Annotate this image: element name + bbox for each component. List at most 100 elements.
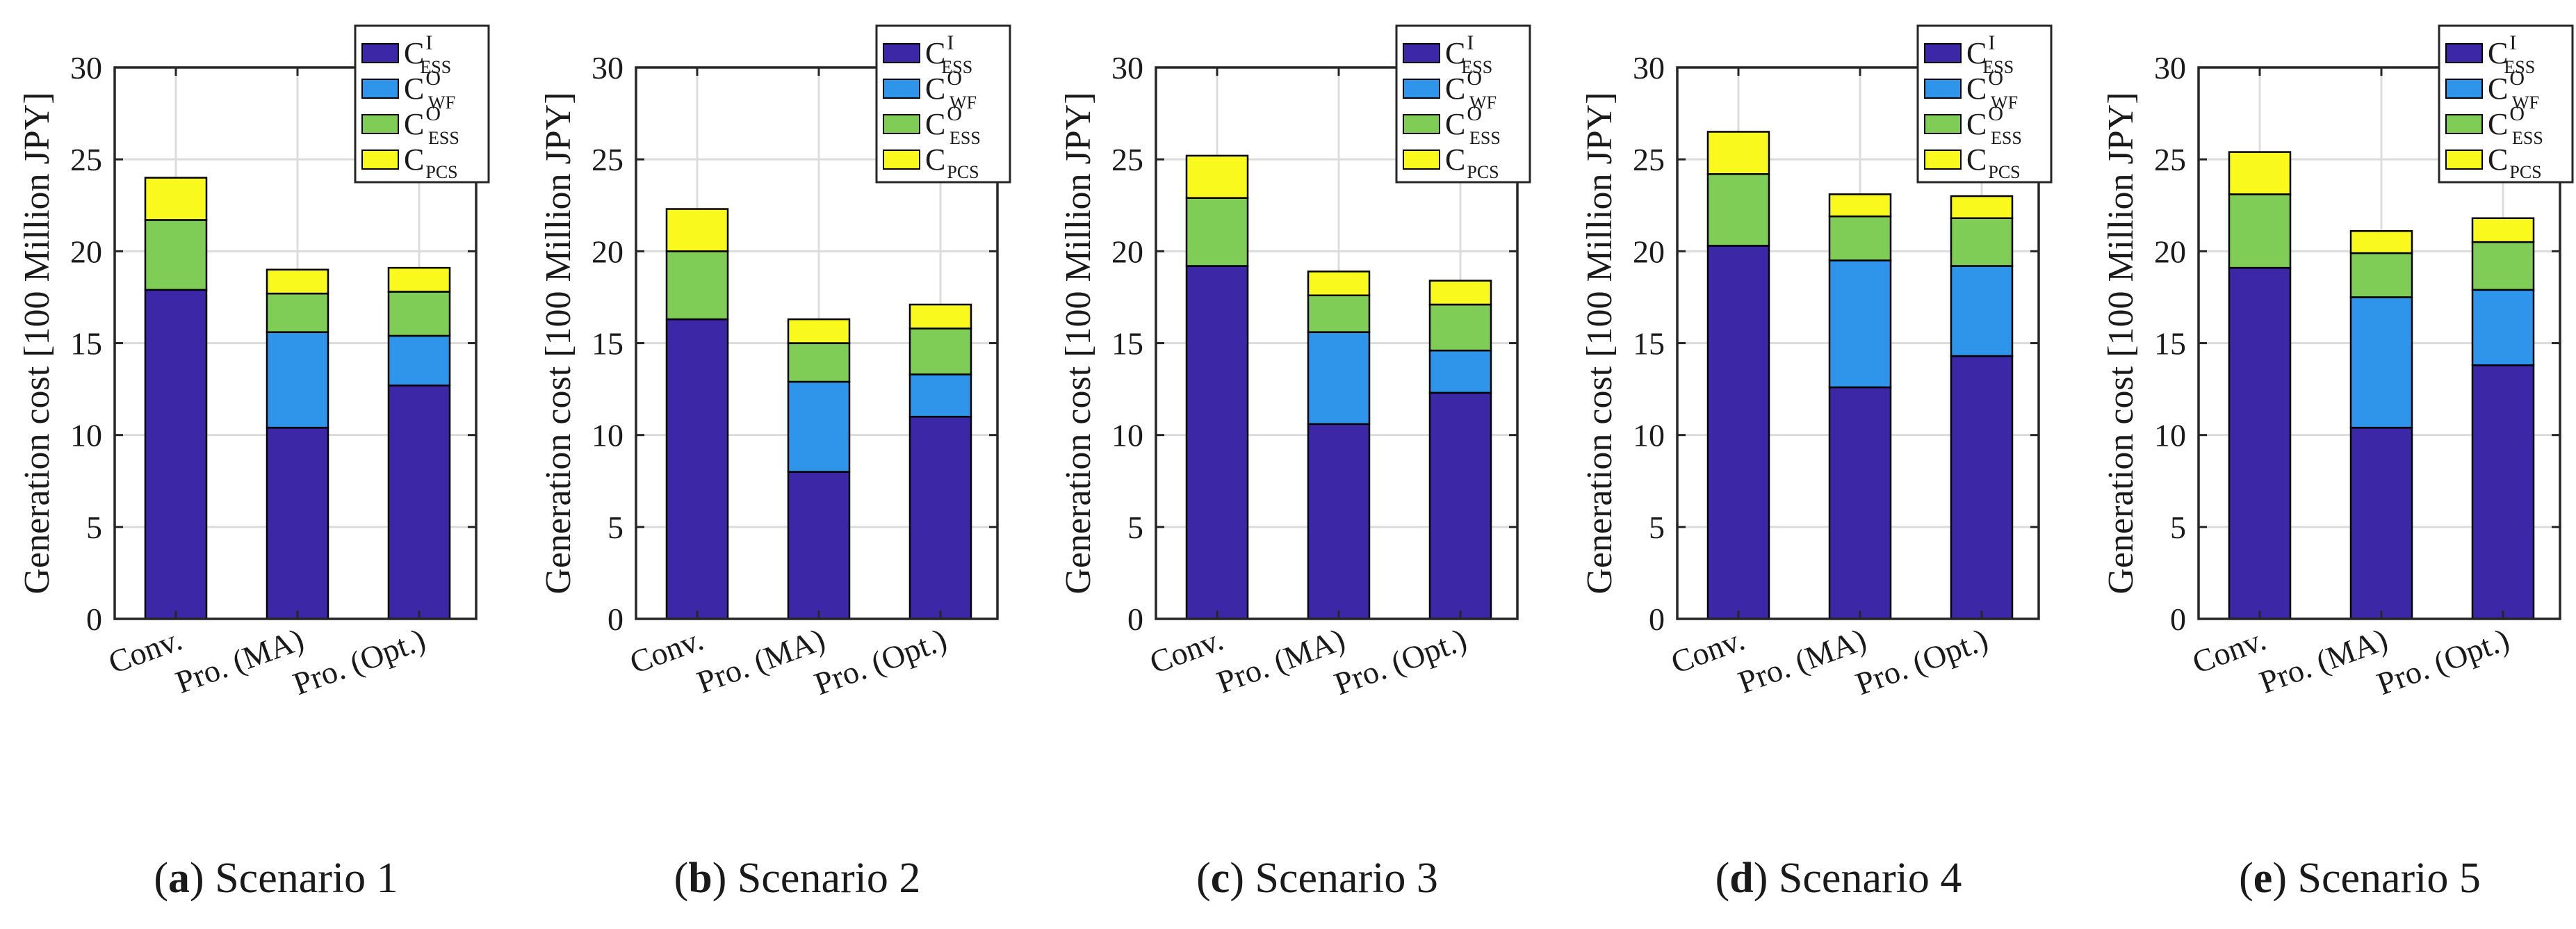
- bar-segment-ess-investment: [2228, 266, 2292, 620]
- legend-swatch: [1924, 79, 1962, 99]
- legend-label: CI ESS: [2488, 31, 2535, 77]
- legend-label: CPCS: [1445, 143, 1499, 182]
- y-tick-label: 25: [1111, 142, 1143, 177]
- bar-segment-wf-operation: [1828, 259, 1892, 389]
- y-tick-label: 10: [1111, 418, 1143, 453]
- legend-swatch: [1924, 43, 1962, 63]
- x-tick-label: Pro. (Opt.): [1330, 621, 1472, 702]
- panel-caption: (a) Scenario 1: [154, 855, 398, 902]
- bar-segment-pcs: [1185, 154, 1249, 199]
- bar-segment-ess-operation: [908, 328, 972, 375]
- y-tick-label: 15: [2154, 326, 2186, 362]
- bar-segment-ess-investment: [1828, 386, 1892, 620]
- legend-label: CPCS: [1966, 143, 2021, 182]
- y-tick-label: 5: [1127, 510, 1143, 545]
- legend-label: CI ESS: [1445, 31, 1492, 77]
- legend-swatch: [361, 114, 399, 134]
- bar-segment-ess-operation: [1950, 217, 2014, 267]
- legend-label: CPCS: [2488, 143, 2542, 182]
- bar-segment-pcs: [1706, 131, 1770, 175]
- bar-segment-ess-operation: [266, 292, 329, 333]
- y-tick-label: 30: [70, 50, 102, 86]
- panel-caption: (d) Scenario 4: [1715, 855, 1962, 902]
- legend-swatch: [361, 43, 399, 63]
- legend-swatch: [1924, 150, 1962, 170]
- bar-segment-wf-operation: [2471, 289, 2535, 366]
- bar-segment-ess-investment: [1950, 355, 2014, 620]
- legend-label: CI ESS: [404, 31, 451, 77]
- x-tick-label: Pro. (Opt.): [810, 621, 952, 702]
- y-tick-label: 20: [592, 234, 623, 269]
- bar-segment-ess-investment: [908, 415, 972, 620]
- y-tick-label: 5: [608, 510, 623, 545]
- bar-segment-ess-operation: [1307, 294, 1371, 333]
- y-tick-label: 20: [1111, 234, 1143, 269]
- y-tick-label: 25: [2154, 142, 2186, 177]
- y-tick-label: 15: [70, 326, 102, 362]
- legend-swatch: [1403, 114, 1440, 134]
- y-tick-label: 15: [1633, 326, 1665, 362]
- legend-label: CO ESS: [2488, 102, 2543, 148]
- bar-segment-pcs: [387, 266, 451, 293]
- legend-label: CI ESS: [925, 31, 972, 77]
- y-axis-label: Generation cost [100 Million JPY]: [1059, 92, 1098, 594]
- x-tick-label: Pro. (MA): [2255, 621, 2392, 700]
- legend-label: CO ESS: [925, 102, 981, 148]
- legend-swatch: [2445, 79, 2483, 99]
- bar-segment-ess-operation: [2349, 252, 2413, 298]
- y-tick-label: 30: [2154, 50, 2186, 86]
- bar-segment-pcs: [1950, 195, 2014, 220]
- x-tick-label: Pro. (MA): [692, 621, 830, 700]
- legend-label: CI ESS: [1966, 31, 2014, 77]
- legend-swatch: [1403, 43, 1440, 63]
- legend-label: CPCS: [925, 143, 979, 182]
- x-tick-label: Pro. (Opt.): [288, 621, 430, 702]
- y-axis-label: Generation cost [100 Million JPY]: [539, 92, 578, 594]
- y-tick-label: 20: [1633, 234, 1665, 269]
- bar-segment-wf-operation: [266, 331, 329, 429]
- legend-swatch: [883, 150, 920, 170]
- y-axis-label: Generation cost [100 Million JPY]: [17, 92, 57, 594]
- y-tick-label: 0: [608, 601, 623, 637]
- y-tick-label: 10: [592, 418, 623, 453]
- y-axis-label: Generation cost [100 Million JPY]: [1580, 92, 1620, 594]
- legend-label: CO WF: [2488, 67, 2539, 113]
- bar-segment-ess-investment: [1428, 391, 1492, 620]
- y-tick-label: 0: [2170, 601, 2186, 637]
- bar-segment-ess-investment: [2349, 426, 2413, 620]
- legend-label: CO WF: [404, 67, 455, 113]
- y-tick-label: 5: [1649, 510, 1665, 545]
- y-tick-label: 15: [1111, 326, 1143, 362]
- x-tick-label: Pro. (Opt.): [2372, 621, 2514, 702]
- y-tick-label: 25: [592, 142, 623, 177]
- bar-segment-ess-operation: [787, 342, 851, 383]
- legend-swatch: [1403, 150, 1440, 170]
- legend-swatch: [361, 79, 399, 99]
- y-tick-label: 5: [2170, 510, 2186, 545]
- bar-segment-pcs: [2228, 151, 2292, 195]
- bar-segment-ess-investment: [2471, 364, 2535, 620]
- bar-segment-pcs: [144, 177, 208, 221]
- legend-swatch: [1403, 79, 1440, 99]
- legend-swatch: [2445, 150, 2483, 170]
- bar-segment-pcs: [1428, 280, 1492, 306]
- bar-segment-wf-operation: [1950, 265, 2014, 357]
- bar-segment-ess-operation: [1828, 215, 1892, 261]
- x-tick-label: Pro. (MA): [171, 621, 309, 700]
- bar-segment-pcs: [2471, 217, 2535, 243]
- y-tick-label: 0: [1649, 601, 1665, 637]
- legend-swatch: [2445, 114, 2483, 134]
- y-tick-label: 30: [1633, 50, 1665, 86]
- legend-swatch: [883, 79, 920, 99]
- panel-caption: (e) Scenario 5: [2239, 855, 2481, 902]
- y-tick-label: 30: [1111, 50, 1143, 86]
- bar-segment-ess-operation: [2228, 193, 2292, 269]
